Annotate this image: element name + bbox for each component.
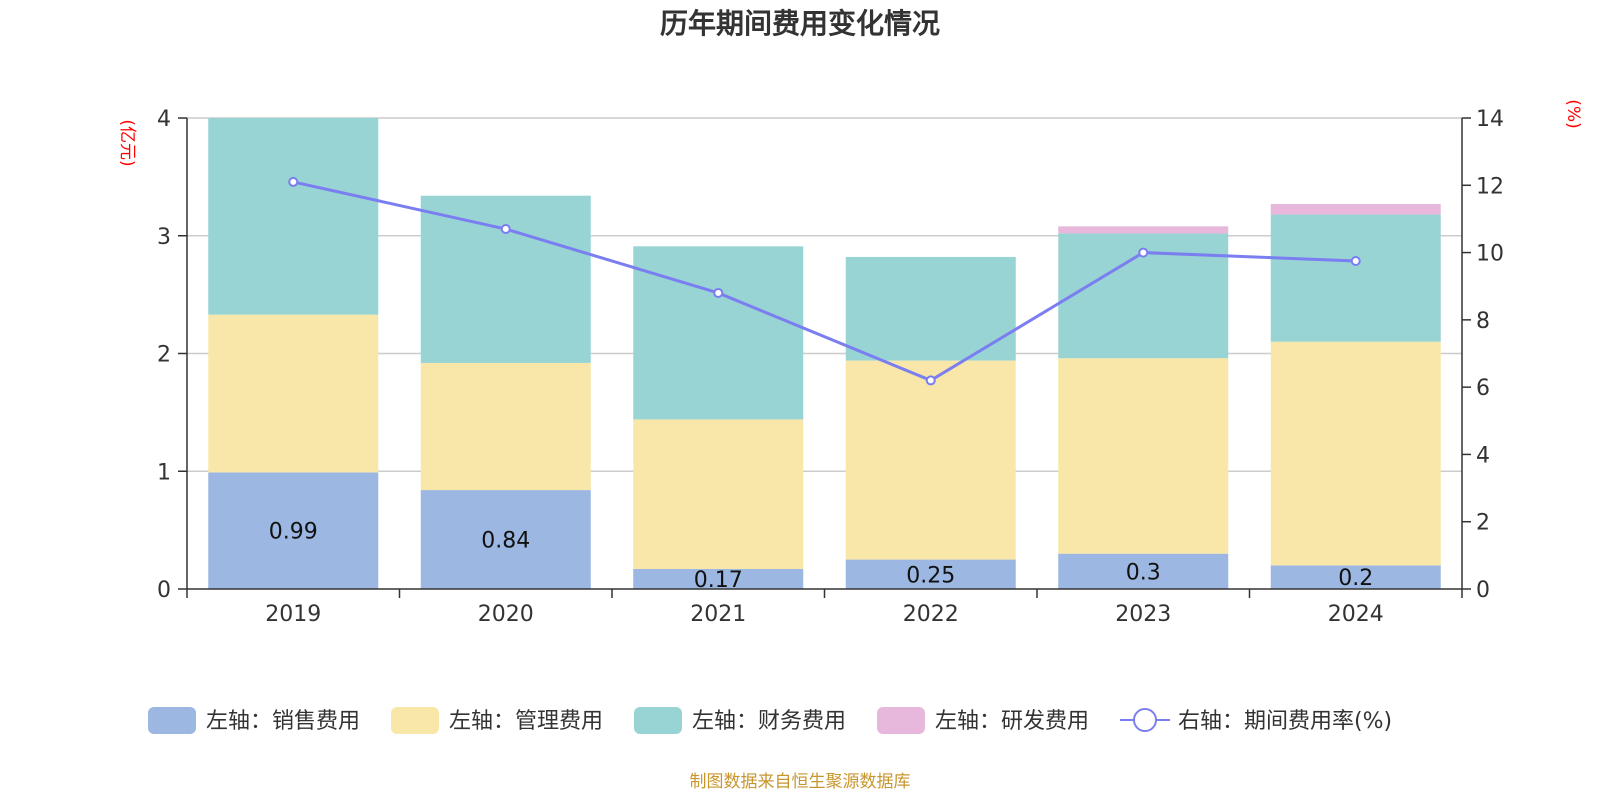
chart-title: 历年期间费用变化情况 — [660, 7, 940, 40]
bar-segment — [420, 195, 591, 363]
left-tick-label: 2 — [157, 343, 171, 368]
right-tick-label: 12 — [1476, 174, 1504, 199]
bar-segment — [1058, 226, 1229, 234]
rate-point — [1350, 255, 1361, 266]
bar-segment — [845, 256, 1016, 361]
x-tick-label: 2021 — [690, 602, 746, 627]
bar-segment — [1270, 341, 1441, 566]
right-tick-label: 8 — [1476, 309, 1490, 334]
x-tick-label: 2022 — [903, 602, 959, 627]
bar-segment — [1058, 358, 1229, 554]
legend-label: 左轴：销售费用 — [206, 709, 360, 734]
bar-segment — [845, 559, 1016, 589]
left-tick-label: 3 — [157, 225, 171, 250]
left-tick-label: 1 — [157, 460, 171, 485]
rate-polyline — [292, 180, 1356, 383]
right-tick-label: 4 — [1476, 443, 1490, 468]
data-label: 0.17 — [694, 568, 743, 593]
left-tick-label: 4 — [157, 107, 171, 132]
x-tick-label: 2023 — [1115, 602, 1171, 627]
rate-point — [925, 375, 936, 386]
rate-point — [713, 287, 724, 298]
legend-label: 左轴：财务费用 — [692, 709, 846, 734]
bar-segment — [1270, 565, 1441, 589]
legend-label: 右轴：期间费用率(%) — [1178, 709, 1392, 734]
bar-segment — [420, 362, 591, 491]
right-axis-unit: (%) — [1563, 99, 1583, 128]
data-label: 0.84 — [481, 529, 530, 554]
x-tick-label: 2019 — [265, 602, 321, 627]
bar-segment — [633, 419, 804, 569]
rate-point — [1138, 247, 1149, 258]
rate-point — [288, 176, 299, 187]
bar-segment — [1058, 553, 1229, 589]
legend-label: 左轴：管理费用 — [449, 709, 603, 734]
bar-segment — [208, 472, 379, 589]
legend: 左轴：销售费用 左轴：管理费用 左轴：财务费用 左轴：研发费用 右轴：期间费用率(%) — [148, 707, 1392, 734]
bar-segment — [208, 314, 379, 473]
legend-label: 左轴：研发费用 — [935, 709, 1089, 734]
right-tick-label: 2 — [1476, 511, 1490, 536]
bar-segment — [845, 360, 1016, 560]
data-label: 0.25 — [906, 563, 955, 588]
source-note: 制图数据来自恒生聚源数据库 — [690, 772, 911, 792]
bar-segment — [1270, 214, 1441, 342]
gridlines — [187, 117, 1462, 472]
bar-segment — [420, 490, 591, 589]
data-labels: 0.99 0.84 0.17 0.25 0.3 0.2 — [269, 520, 1373, 593]
rate-line — [288, 176, 1361, 386]
right-tick-label: 10 — [1476, 242, 1504, 267]
left-tick-label: 0 — [157, 578, 171, 603]
legend-swatch — [634, 707, 682, 734]
data-label: 0.3 — [1126, 560, 1161, 585]
bar-segment — [208, 118, 379, 315]
bar-segment — [633, 568, 804, 589]
right-tick-label: 6 — [1476, 376, 1490, 401]
right-tick-label: 14 — [1476, 107, 1504, 132]
bar-segment — [1270, 203, 1441, 215]
legend-swatch — [148, 707, 196, 734]
x-tick-label: 2024 — [1328, 602, 1384, 627]
legend-swatch — [391, 707, 439, 734]
data-label: 0.99 — [269, 520, 318, 545]
right-tick-label: 0 — [1476, 578, 1490, 603]
rate-point — [500, 224, 511, 235]
legend-marker — [1133, 708, 1157, 732]
data-label: 0.2 — [1338, 566, 1373, 591]
x-tick-label: 2020 — [478, 602, 534, 627]
bar-segment — [633, 246, 804, 420]
legend-swatch — [877, 707, 925, 734]
left-axis-unit: (亿元) — [117, 119, 137, 166]
